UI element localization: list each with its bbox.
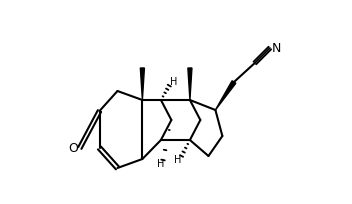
Polygon shape <box>188 68 192 100</box>
Text: H: H <box>157 159 165 169</box>
Text: H: H <box>170 77 178 87</box>
Polygon shape <box>140 68 144 100</box>
Text: N: N <box>272 41 281 54</box>
Text: O: O <box>68 142 78 154</box>
Text: H: H <box>174 155 182 165</box>
Polygon shape <box>215 81 236 110</box>
